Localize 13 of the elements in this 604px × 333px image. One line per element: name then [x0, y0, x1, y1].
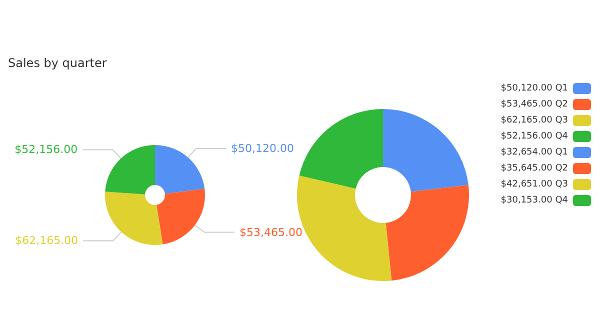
data-label: $53,465.00 — [240, 226, 303, 239]
data-label: $62,165.00 — [15, 234, 78, 248]
text: $35,645.00 Q2 — [500, 164, 568, 174]
data-label: $52,156.00 — [14, 143, 78, 156]
legend-label: $50,120.00 Q1 — [500, 84, 568, 94]
text: $42,651.00 Q3 — [500, 180, 568, 190]
chart-title: Sales by quarter — [8, 56, 107, 70]
legend-label: $52,156.00 Q4 — [500, 132, 568, 142]
legend-label: $53,465.00 Q2 — [500, 100, 568, 110]
legend-label: $62,165.00 Q3 — [500, 116, 568, 126]
data-label: $50,120.00 — [231, 142, 294, 155]
text: $32,654.00 Q1 — [500, 148, 568, 158]
text: $30,153.00 Q4 — [500, 196, 568, 206]
